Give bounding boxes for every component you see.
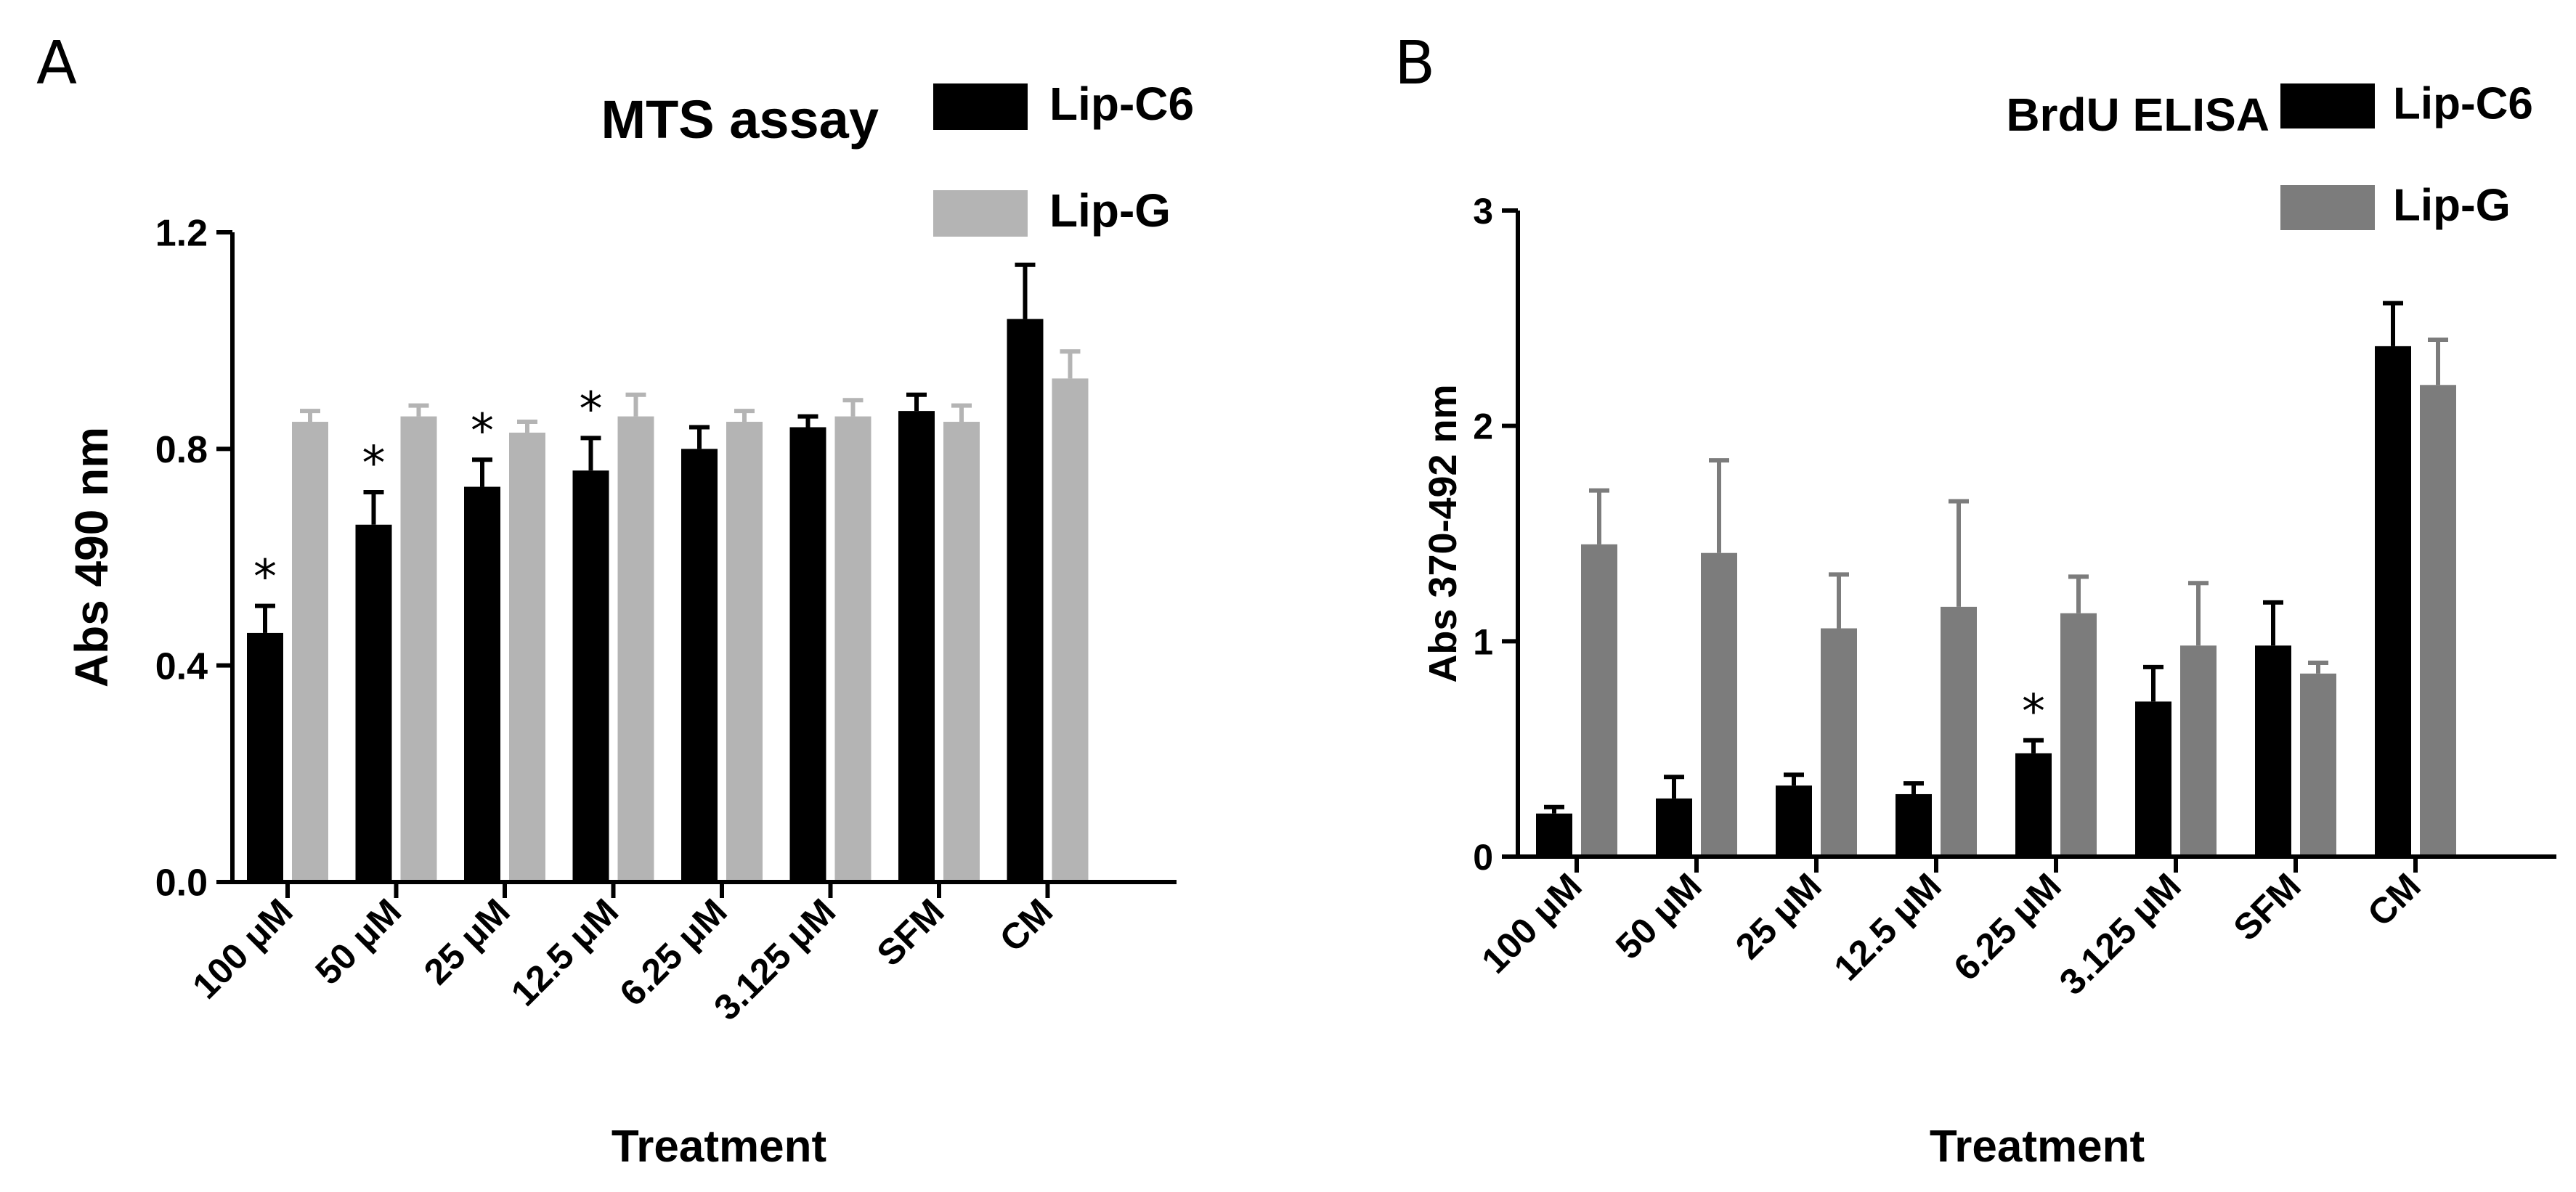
significance-star: * xyxy=(2022,685,2045,739)
x-tick-label: CM xyxy=(992,891,1061,960)
y-tick-label: 0.4 xyxy=(155,645,208,687)
panel-letter: B xyxy=(1394,29,1435,98)
panel-a: A MTS assay Lip-C6 Lip-G * * * * 0.0 0.4 0.8 1.2 100… xyxy=(36,29,1194,1172)
x-tick-label: SFM xyxy=(869,891,952,973)
bar xyxy=(617,416,654,882)
bar xyxy=(1776,785,1812,857)
legend: Lip-C6 Lip-G xyxy=(2280,78,2533,230)
x-tick-label: 25 μM xyxy=(1728,865,1829,967)
x-axis-title: Treatment xyxy=(612,1122,826,1172)
bar xyxy=(400,416,437,882)
y-tick-label: 1.2 xyxy=(155,213,208,255)
x-tick-label: 50 μM xyxy=(1608,865,1710,967)
bar xyxy=(726,422,763,882)
y-tick-label: 0 xyxy=(1473,837,1493,878)
bar xyxy=(1656,798,1692,857)
bar xyxy=(2300,673,2336,857)
panel-b: B BrdU ELISA Lip-C6 Lip-G * 0 1 2 3 100 μM 50 μM 25… xyxy=(1394,29,2556,1172)
significance-star: * xyxy=(253,551,277,605)
bar xyxy=(1896,793,1932,857)
bar xyxy=(509,432,545,882)
y-tick-label: 0.0 xyxy=(155,862,208,905)
y-tick-label: 3 xyxy=(1473,191,1493,232)
y-axis-title: Abs 370-492 nm xyxy=(1421,384,1465,682)
bar xyxy=(2135,701,2171,857)
y-tick-label: 0.8 xyxy=(155,429,208,471)
bar xyxy=(943,422,980,882)
bar xyxy=(1701,552,1737,857)
significance-star: * xyxy=(362,437,386,491)
legend-label: Lip-G xyxy=(2393,180,2511,230)
chart-title: MTS assay xyxy=(601,89,879,150)
x-tick-label: SFM xyxy=(2226,865,2309,948)
legend-label: Lip-G xyxy=(1049,184,1171,237)
bar xyxy=(464,486,500,882)
y-tick-label: 2 xyxy=(1473,407,1493,447)
bar xyxy=(1536,813,1572,857)
bar xyxy=(834,416,871,882)
x-tick-label: 12.5 μM xyxy=(503,891,626,1013)
bar xyxy=(1007,319,1044,882)
x-tick-label: 100 μM xyxy=(184,891,300,1006)
bar xyxy=(789,427,826,882)
x-tick-label: 25 μM xyxy=(416,891,518,992)
x-axis-title: Treatment xyxy=(1930,1122,2145,1172)
panel-letter: A xyxy=(36,29,77,98)
x-tick-label: 50 μM xyxy=(307,891,409,992)
bar xyxy=(2375,346,2411,857)
bar xyxy=(2180,645,2217,857)
legend-swatch xyxy=(2280,185,2375,230)
y-tick-label: 1 xyxy=(1473,621,1493,662)
bar xyxy=(1941,606,1977,857)
y-axis-title: Abs 490 nm xyxy=(65,427,118,687)
bar xyxy=(681,449,718,882)
bar xyxy=(292,422,328,882)
bar xyxy=(2060,613,2097,857)
x-tick-label: 100 μM xyxy=(1474,865,1589,981)
bar xyxy=(2015,753,2052,857)
legend-label: Lip-C6 xyxy=(1049,78,1194,130)
bar xyxy=(2255,645,2291,857)
significance-star: * xyxy=(580,383,603,436)
legend-swatch xyxy=(2280,83,2375,128)
x-tick-label: 12.5 μM xyxy=(1826,865,1949,988)
x-tick-label: 3.125 μM xyxy=(706,891,843,1028)
bar xyxy=(1821,628,1857,857)
bar xyxy=(1581,544,1617,857)
chart-title: BrdU ELISA xyxy=(2006,89,2270,141)
bar xyxy=(1052,378,1089,882)
x-tick-label: 6.25 μM xyxy=(1946,865,2068,988)
x-tick-label: CM xyxy=(2360,865,2429,934)
legend-swatch xyxy=(933,190,1028,237)
bar xyxy=(572,470,609,882)
bar xyxy=(2420,385,2456,857)
bar xyxy=(355,524,392,882)
legend: Lip-C6 Lip-G xyxy=(933,78,1194,237)
x-tick-label: 3.125 μM xyxy=(2052,865,2189,1003)
significance-star: * xyxy=(471,404,494,458)
bar xyxy=(247,632,283,882)
bar xyxy=(898,411,935,882)
legend-label: Lip-C6 xyxy=(2393,78,2533,128)
legend-swatch xyxy=(933,83,1028,130)
